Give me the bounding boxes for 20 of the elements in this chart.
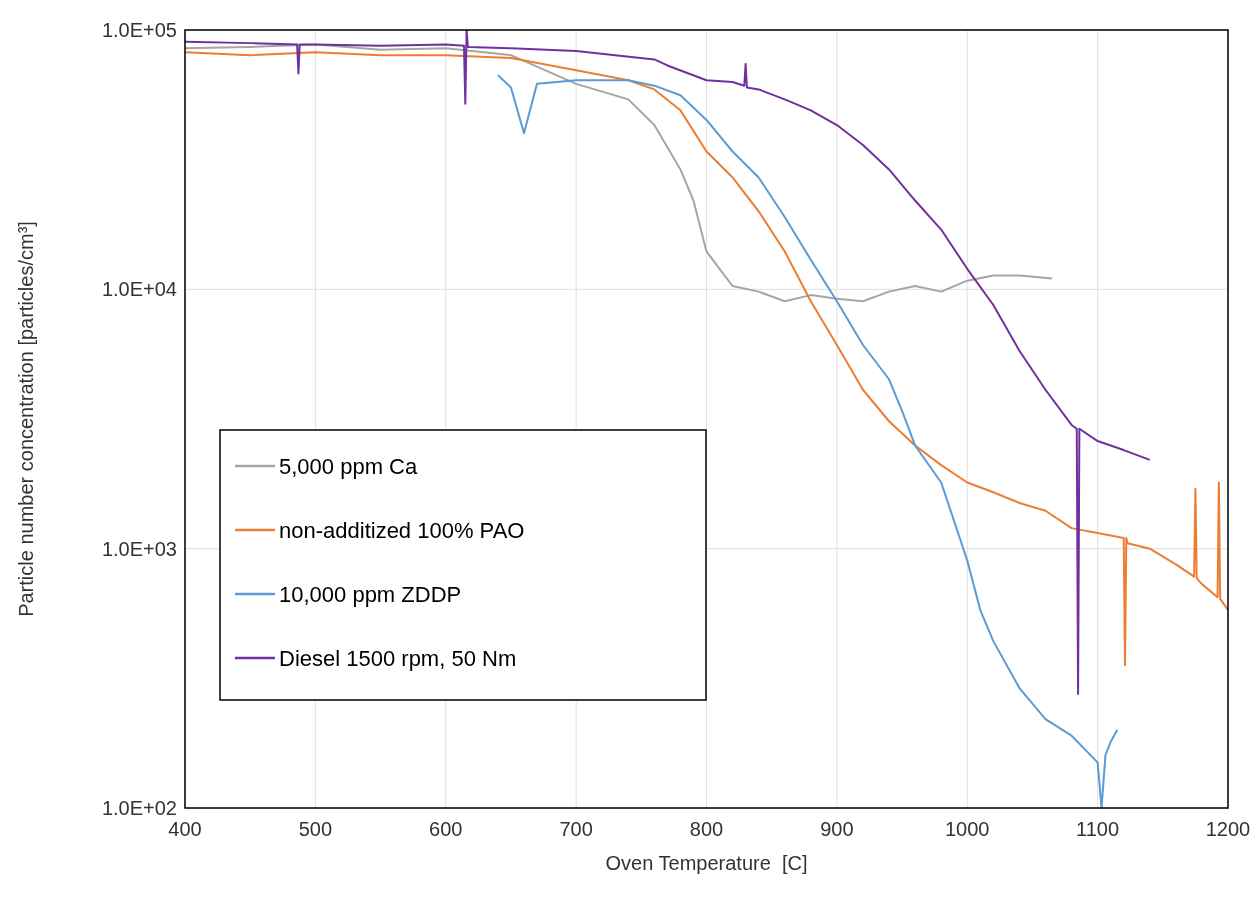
line-series — [185, 43, 1053, 303]
x-axis-title: Oven Temperature [C] — [605, 852, 808, 874]
x-tick-label: 1200 — [1205, 818, 1251, 840]
x-tick-label: 800 — [689, 818, 724, 840]
x-tick-label: 1000 — [945, 818, 990, 840]
x-tick-label: 500 — [298, 818, 333, 840]
y-axis-title: Particle number concentration [particles/cm³] — [15, 221, 37, 617]
x-tick-label: 900 — [820, 818, 854, 840]
x-tick-label: 600 — [429, 818, 463, 840]
y-tick-label: 1.0E+03 — [101, 537, 177, 560]
legend-label: non-additized 100% PAO — [279, 517, 525, 543]
legend-label: 5,000 ppm Ca — [279, 453, 418, 479]
y-tick-label: 1.0E+02 — [101, 797, 177, 819]
x-tick-label: 700 — [559, 818, 593, 840]
y-tick-label: 1.0E+05 — [101, 19, 177, 41]
legend-label: Diesel 1500 rpm, 50 Nm — [279, 645, 517, 671]
legend-label: 10,000 ppm ZDDP — [279, 581, 462, 607]
y-tick-label: 1.0E+04 — [101, 278, 177, 301]
x-tick-label: 1100 — [1076, 818, 1120, 840]
x-tick-label: 400 — [168, 818, 202, 840]
